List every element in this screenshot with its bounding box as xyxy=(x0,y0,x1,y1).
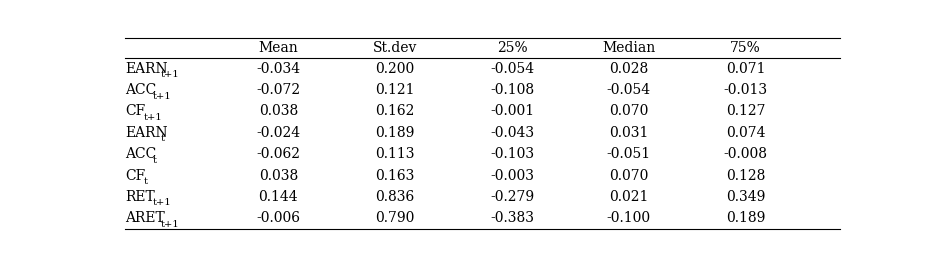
Text: 0.031: 0.031 xyxy=(609,126,648,140)
Text: 0.790: 0.790 xyxy=(376,211,414,225)
Text: -0.383: -0.383 xyxy=(490,211,534,225)
Text: 0.071: 0.071 xyxy=(726,62,765,76)
Text: 0.200: 0.200 xyxy=(376,62,414,76)
Text: -0.072: -0.072 xyxy=(256,83,300,97)
Text: t+1: t+1 xyxy=(161,220,180,229)
Text: 0.127: 0.127 xyxy=(726,105,765,119)
Text: 0.121: 0.121 xyxy=(376,83,414,97)
Text: -0.006: -0.006 xyxy=(256,211,300,225)
Text: CF: CF xyxy=(125,105,145,119)
Text: t+1: t+1 xyxy=(153,92,171,101)
Text: -0.024: -0.024 xyxy=(256,126,300,140)
Text: -0.108: -0.108 xyxy=(490,83,534,97)
Text: EARN: EARN xyxy=(125,126,168,140)
Text: 0.128: 0.128 xyxy=(726,168,765,182)
Text: t: t xyxy=(153,156,156,165)
Text: 0.189: 0.189 xyxy=(726,211,765,225)
Text: 0.189: 0.189 xyxy=(376,126,414,140)
Text: -0.054: -0.054 xyxy=(490,62,534,76)
Text: -0.062: -0.062 xyxy=(256,147,300,161)
Text: -0.034: -0.034 xyxy=(256,62,300,76)
Text: t: t xyxy=(161,134,165,143)
Text: 0.028: 0.028 xyxy=(609,62,648,76)
Text: -0.103: -0.103 xyxy=(490,147,534,161)
Text: -0.279: -0.279 xyxy=(490,190,534,204)
Text: -0.013: -0.013 xyxy=(723,83,768,97)
Text: ACC: ACC xyxy=(125,147,156,161)
Text: 0.038: 0.038 xyxy=(259,168,298,182)
Text: 0.021: 0.021 xyxy=(609,190,648,204)
Text: 0.144: 0.144 xyxy=(258,190,299,204)
Text: 0.074: 0.074 xyxy=(726,126,765,140)
Text: Mean: Mean xyxy=(258,41,299,55)
Text: -0.001: -0.001 xyxy=(490,105,534,119)
Text: 0.836: 0.836 xyxy=(376,190,414,204)
Text: 0.070: 0.070 xyxy=(609,168,648,182)
Text: t+1: t+1 xyxy=(144,113,163,122)
Text: 0.038: 0.038 xyxy=(259,105,298,119)
Text: -0.008: -0.008 xyxy=(723,147,768,161)
Text: 0.113: 0.113 xyxy=(376,147,414,161)
Text: 75%: 75% xyxy=(730,41,761,55)
Text: -0.051: -0.051 xyxy=(607,147,651,161)
Text: 0.070: 0.070 xyxy=(609,105,648,119)
Text: ARET: ARET xyxy=(125,211,165,225)
Text: EARN: EARN xyxy=(125,62,168,76)
Text: -0.054: -0.054 xyxy=(607,83,651,97)
Text: -0.043: -0.043 xyxy=(490,126,534,140)
Text: St.dev: St.dev xyxy=(373,41,417,55)
Text: t+1: t+1 xyxy=(153,198,171,207)
Text: t+1: t+1 xyxy=(161,70,180,79)
Text: 0.163: 0.163 xyxy=(376,168,414,182)
Text: ACC: ACC xyxy=(125,83,156,97)
Text: -0.100: -0.100 xyxy=(607,211,651,225)
Text: Median: Median xyxy=(602,41,656,55)
Text: 0.162: 0.162 xyxy=(376,105,414,119)
Text: CF: CF xyxy=(125,168,145,182)
Text: RET: RET xyxy=(125,190,154,204)
Text: t: t xyxy=(144,177,148,186)
Text: 0.349: 0.349 xyxy=(726,190,765,204)
Text: -0.003: -0.003 xyxy=(490,168,534,182)
Text: 25%: 25% xyxy=(496,41,528,55)
